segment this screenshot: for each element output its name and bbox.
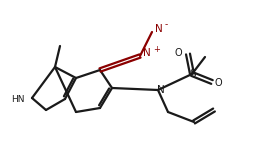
Text: N: N	[155, 24, 163, 34]
Text: -: -	[165, 21, 168, 29]
Text: N: N	[157, 85, 165, 95]
Text: N: N	[143, 48, 151, 58]
Text: HN: HN	[11, 95, 25, 105]
Text: O: O	[174, 48, 182, 58]
Text: O: O	[214, 78, 222, 88]
Text: +: +	[153, 45, 160, 54]
Text: S: S	[189, 69, 196, 79]
